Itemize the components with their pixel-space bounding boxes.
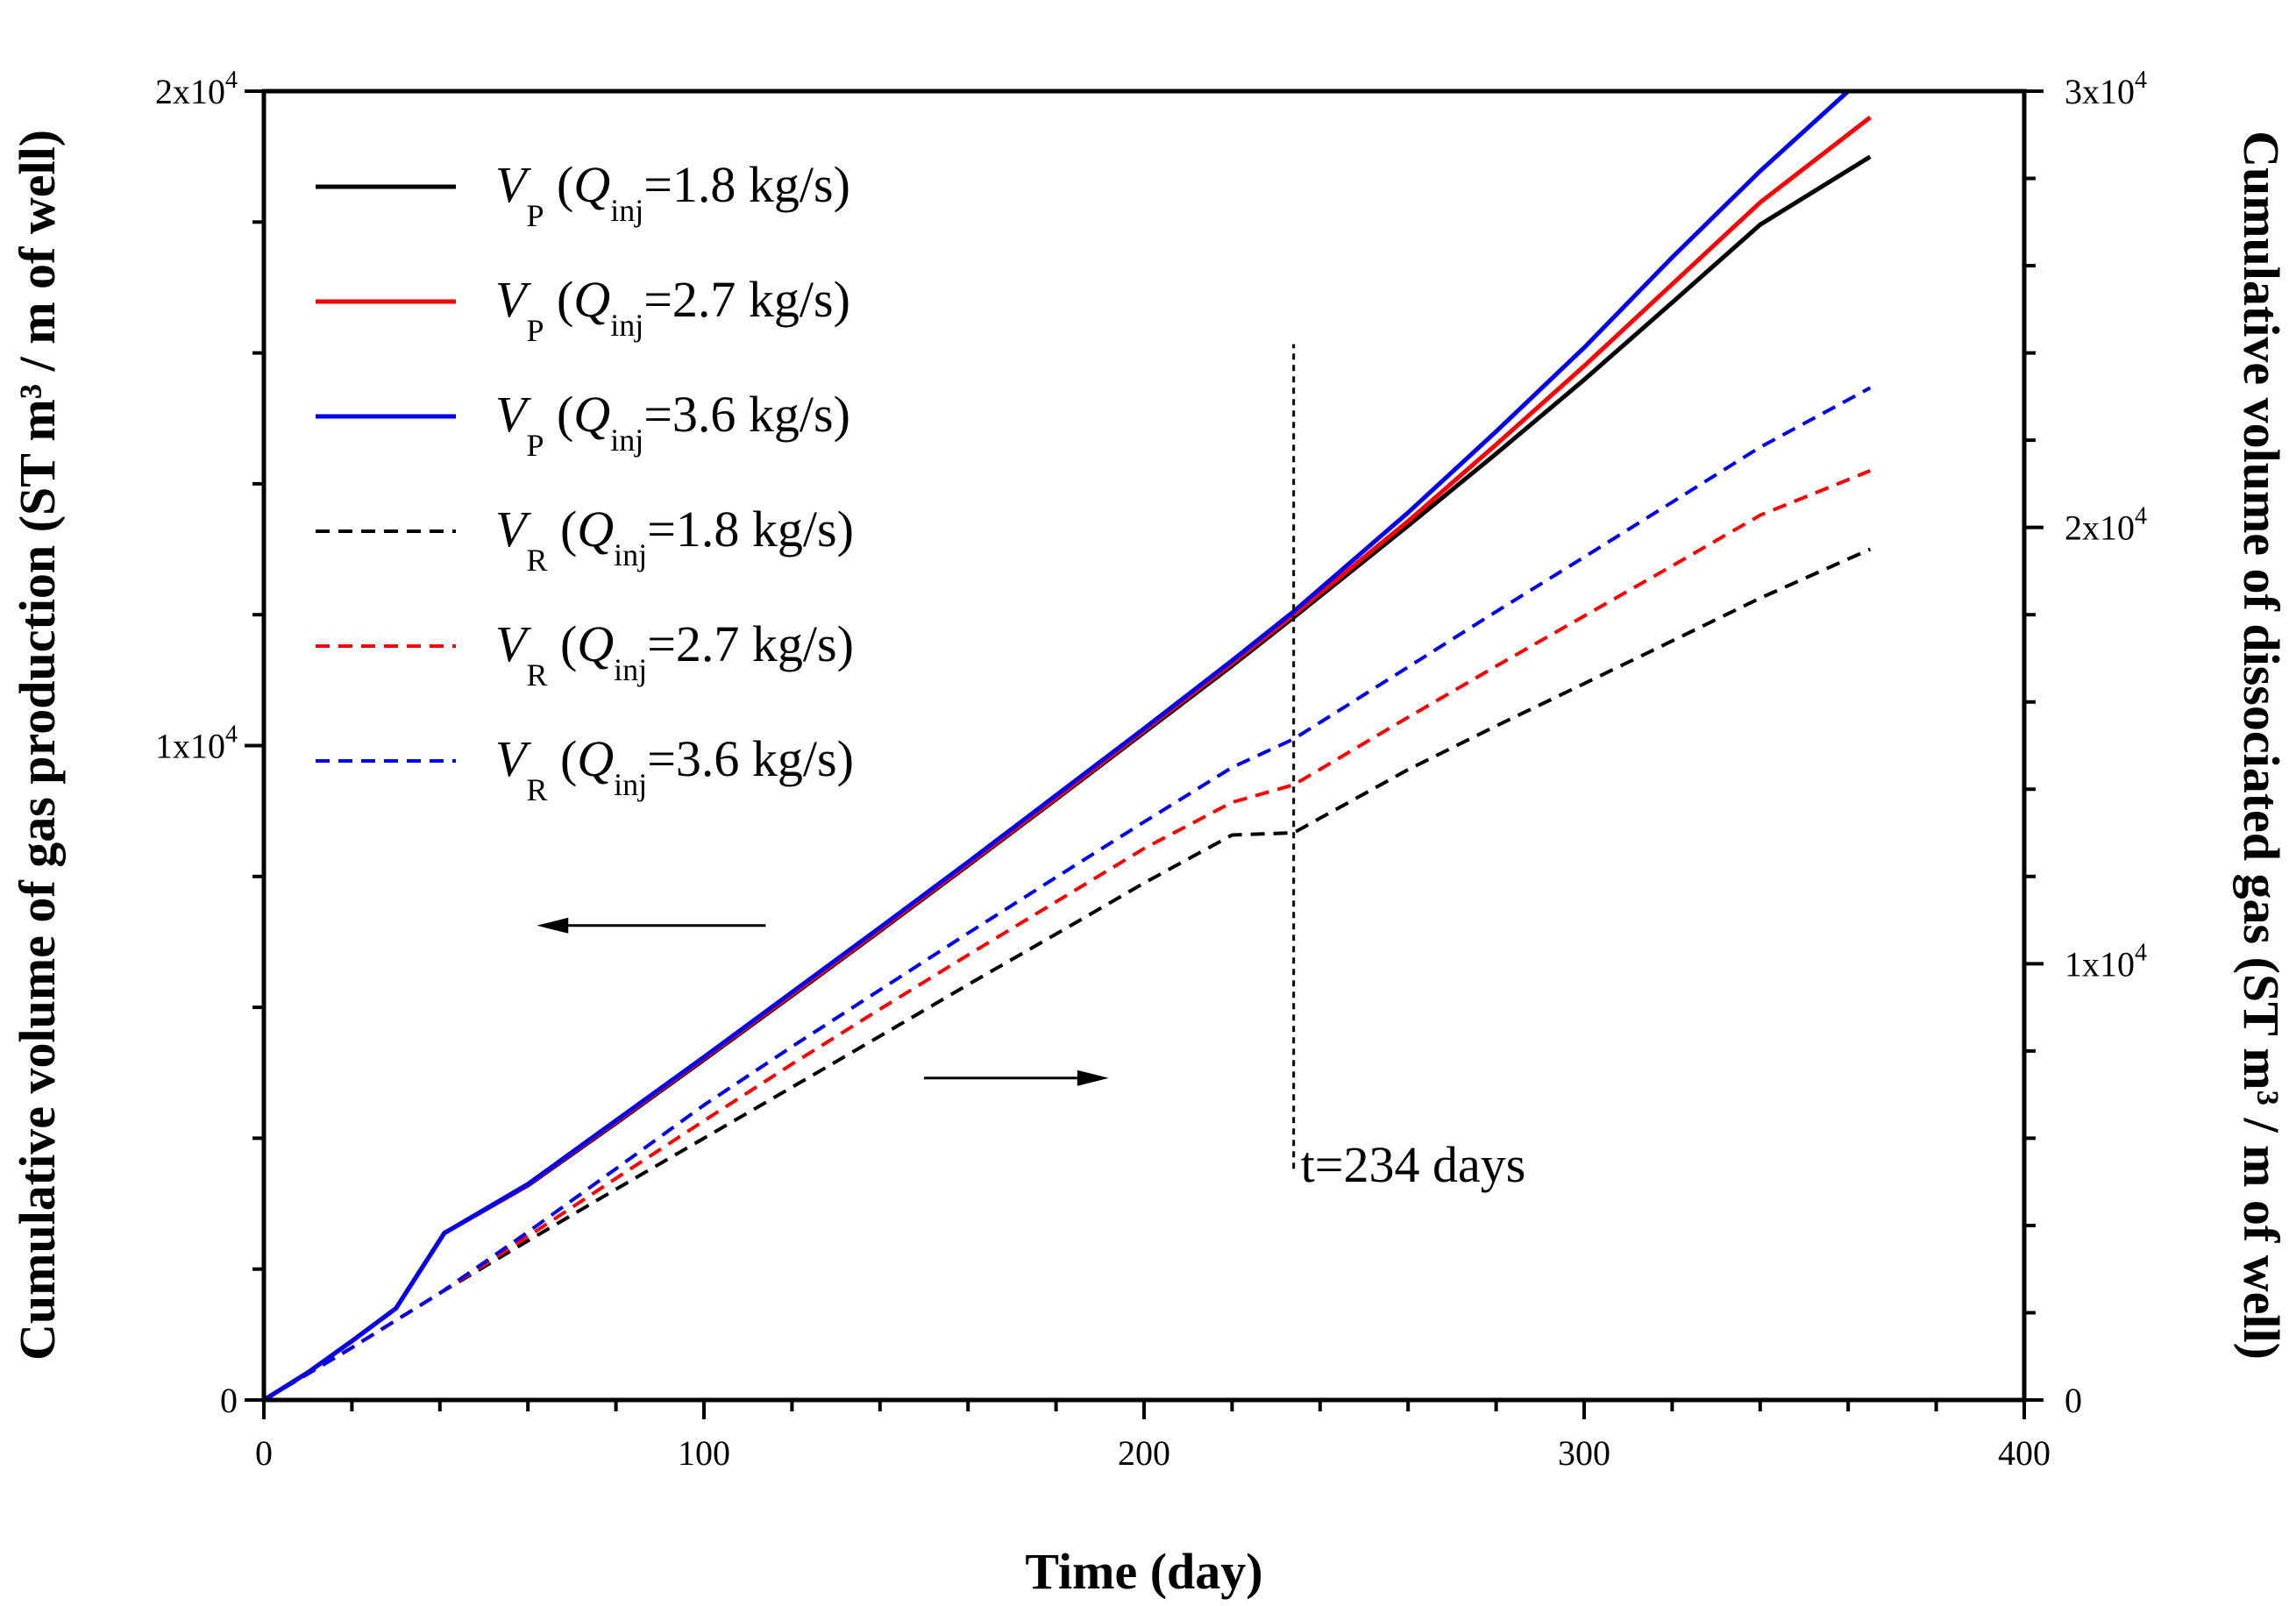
left-axis-title: Cumulative volume of gas production (ST … — [9, 130, 66, 1361]
annotation-layer: t=234 days — [537, 344, 1526, 1193]
legend-label-3: VR (Qinj=1.8 kg/s) — [495, 501, 854, 578]
arrow-head-0 — [537, 917, 569, 934]
legend-label-2: VP (Qinj=3.6 kg/s) — [495, 386, 850, 463]
x-tick-label: 100 — [678, 1433, 730, 1473]
legend-label-5: VR (Qinj=3.6 kg/s) — [495, 730, 854, 807]
x-tick-label: 200 — [1118, 1433, 1170, 1473]
legend-label-0: VP (Qinj=1.8 kg/s) — [495, 156, 850, 233]
y-left-tick-label: 0 — [220, 1381, 238, 1420]
x-axis-title: Time (day) — [1025, 1543, 1262, 1600]
y-right-tick-label: 2x104 — [2065, 503, 2147, 548]
y-right-tick-label: 1x104 — [2065, 939, 2147, 984]
legend: VP (Qinj=1.8 kg/s) VP (Qinj=2.7 kg/s) VP (… — [316, 156, 854, 807]
tick-layer: 0 100 200 300 400 0 1x104 2x104 0 1x104 2x104 3x104 — [155, 67, 2147, 1473]
y-right-tick-label: 0 — [2065, 1381, 2082, 1420]
y-right-tick-label: 3x104 — [2065, 67, 2147, 111]
right-axis-title: Cumulative volume of dissociated gas (ST… — [2233, 131, 2290, 1360]
x-tick-label: 0 — [255, 1433, 273, 1473]
x-tick-label: 300 — [1558, 1433, 1610, 1473]
series-line-4 — [262, 469, 1872, 1402]
arrow-head-1 — [1077, 1069, 1109, 1086]
legend-label-1: VP (Qinj=2.7 kg/s) — [495, 271, 850, 348]
annotation-label: t=234 days — [1301, 1136, 1526, 1193]
series-line-2 — [262, 89, 1850, 1403]
x-tick-label: 400 — [1998, 1433, 2051, 1473]
y-left-tick-label: 1x104 — [155, 721, 238, 766]
legend-label-4: VR (Qinj=2.7 kg/s) — [495, 615, 854, 693]
series-line-3 — [262, 547, 1872, 1402]
y-left-tick-label: 2x104 — [155, 67, 238, 111]
series-layer — [262, 89, 1872, 1403]
